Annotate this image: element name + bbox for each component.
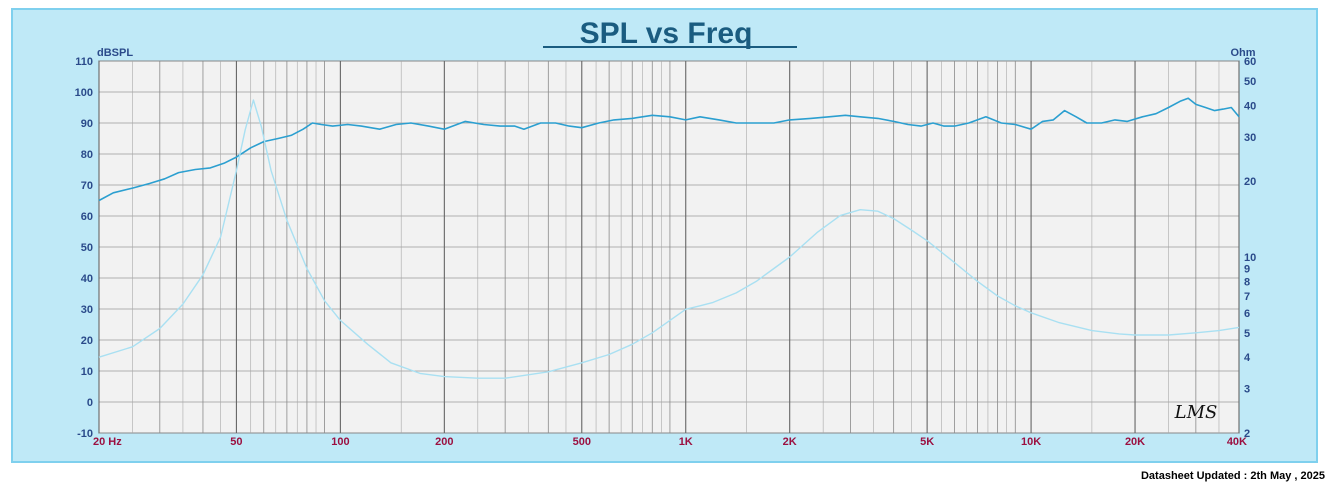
y-right-tick-label: 7 bbox=[1244, 291, 1250, 303]
x-tick-label: 200 bbox=[435, 436, 453, 448]
x-tick-label: 500 bbox=[573, 436, 591, 448]
y-left-tick-label: 110 bbox=[75, 56, 93, 68]
y-left-tick-label: 10 bbox=[81, 366, 93, 378]
impedance-curve bbox=[98, 99, 1240, 379]
spl-frequency-chart: SPL vs Freq dBSPL Ohm -10 0 10 20 30 40 50 60 70 80 9… bbox=[75, 17, 1257, 448]
x-tick-label: 1K bbox=[679, 436, 693, 448]
x-tick-label: 20 Hz bbox=[93, 436, 122, 448]
y-left-tick-label: 80 bbox=[81, 149, 93, 161]
lms-logo: LMS bbox=[1174, 402, 1218, 423]
y-right-tick-label: 60 bbox=[1244, 56, 1256, 68]
y-left-tick-label: 30 bbox=[81, 304, 93, 316]
y-right-tick-label: 5 bbox=[1244, 328, 1250, 340]
x-tick-label: 20K bbox=[1125, 436, 1145, 448]
y-left-tick-label: 50 bbox=[81, 242, 93, 254]
y-right-tick-label: 10 bbox=[1244, 252, 1256, 264]
x-tick-label: 40K bbox=[1227, 436, 1247, 448]
x-tick-label: 10K bbox=[1021, 436, 1041, 448]
y-left-tick-label: 90 bbox=[81, 118, 93, 130]
y-right-tick-label: 20 bbox=[1244, 176, 1256, 188]
spl-curve bbox=[98, 97, 1240, 202]
y-left-tick-label: 60 bbox=[81, 211, 93, 223]
x-tick-label: 2K bbox=[783, 436, 797, 448]
y-left-tick-label: 0 bbox=[87, 397, 93, 409]
y-right-tick-label: 6 bbox=[1244, 308, 1250, 320]
x-tick-label: 5K bbox=[920, 436, 934, 448]
y-right-axis-label: Ohm bbox=[1230, 47, 1255, 59]
y-left-tick-label: 100 bbox=[75, 87, 93, 99]
y-right-tick-label: 50 bbox=[1244, 76, 1256, 88]
y-left-tick-label: 70 bbox=[81, 180, 93, 192]
y-right-tick-label: 30 bbox=[1244, 132, 1256, 144]
y-right-tick-label: 8 bbox=[1244, 276, 1250, 288]
y-left-tick-label: 40 bbox=[81, 273, 93, 285]
y-right-tick-label: 40 bbox=[1244, 100, 1256, 112]
x-tick-label: 50 bbox=[230, 436, 242, 448]
datasheet-updated-note: Datasheet Updated : 2th May , 2025 bbox=[1140, 470, 1325, 482]
y-left-axis-label: dBSPL bbox=[97, 47, 133, 59]
y-right-tick-label: 9 bbox=[1244, 263, 1250, 275]
x-tick-label: 100 bbox=[331, 436, 349, 448]
y-left-tick-label: -10 bbox=[77, 428, 93, 440]
y-right-tick-label: 2 bbox=[1244, 428, 1250, 440]
chart-panel: SPL vs Freq dBSPL Ohm -10 0 10 20 30 40 50 60 70 80 9… bbox=[11, 8, 1318, 463]
chart-title: SPL vs Freq bbox=[580, 17, 753, 50]
y-right-tick-label: 4 bbox=[1244, 352, 1251, 364]
y-right-tick-label: 3 bbox=[1244, 384, 1250, 396]
y-left-tick-label: 20 bbox=[81, 335, 93, 347]
